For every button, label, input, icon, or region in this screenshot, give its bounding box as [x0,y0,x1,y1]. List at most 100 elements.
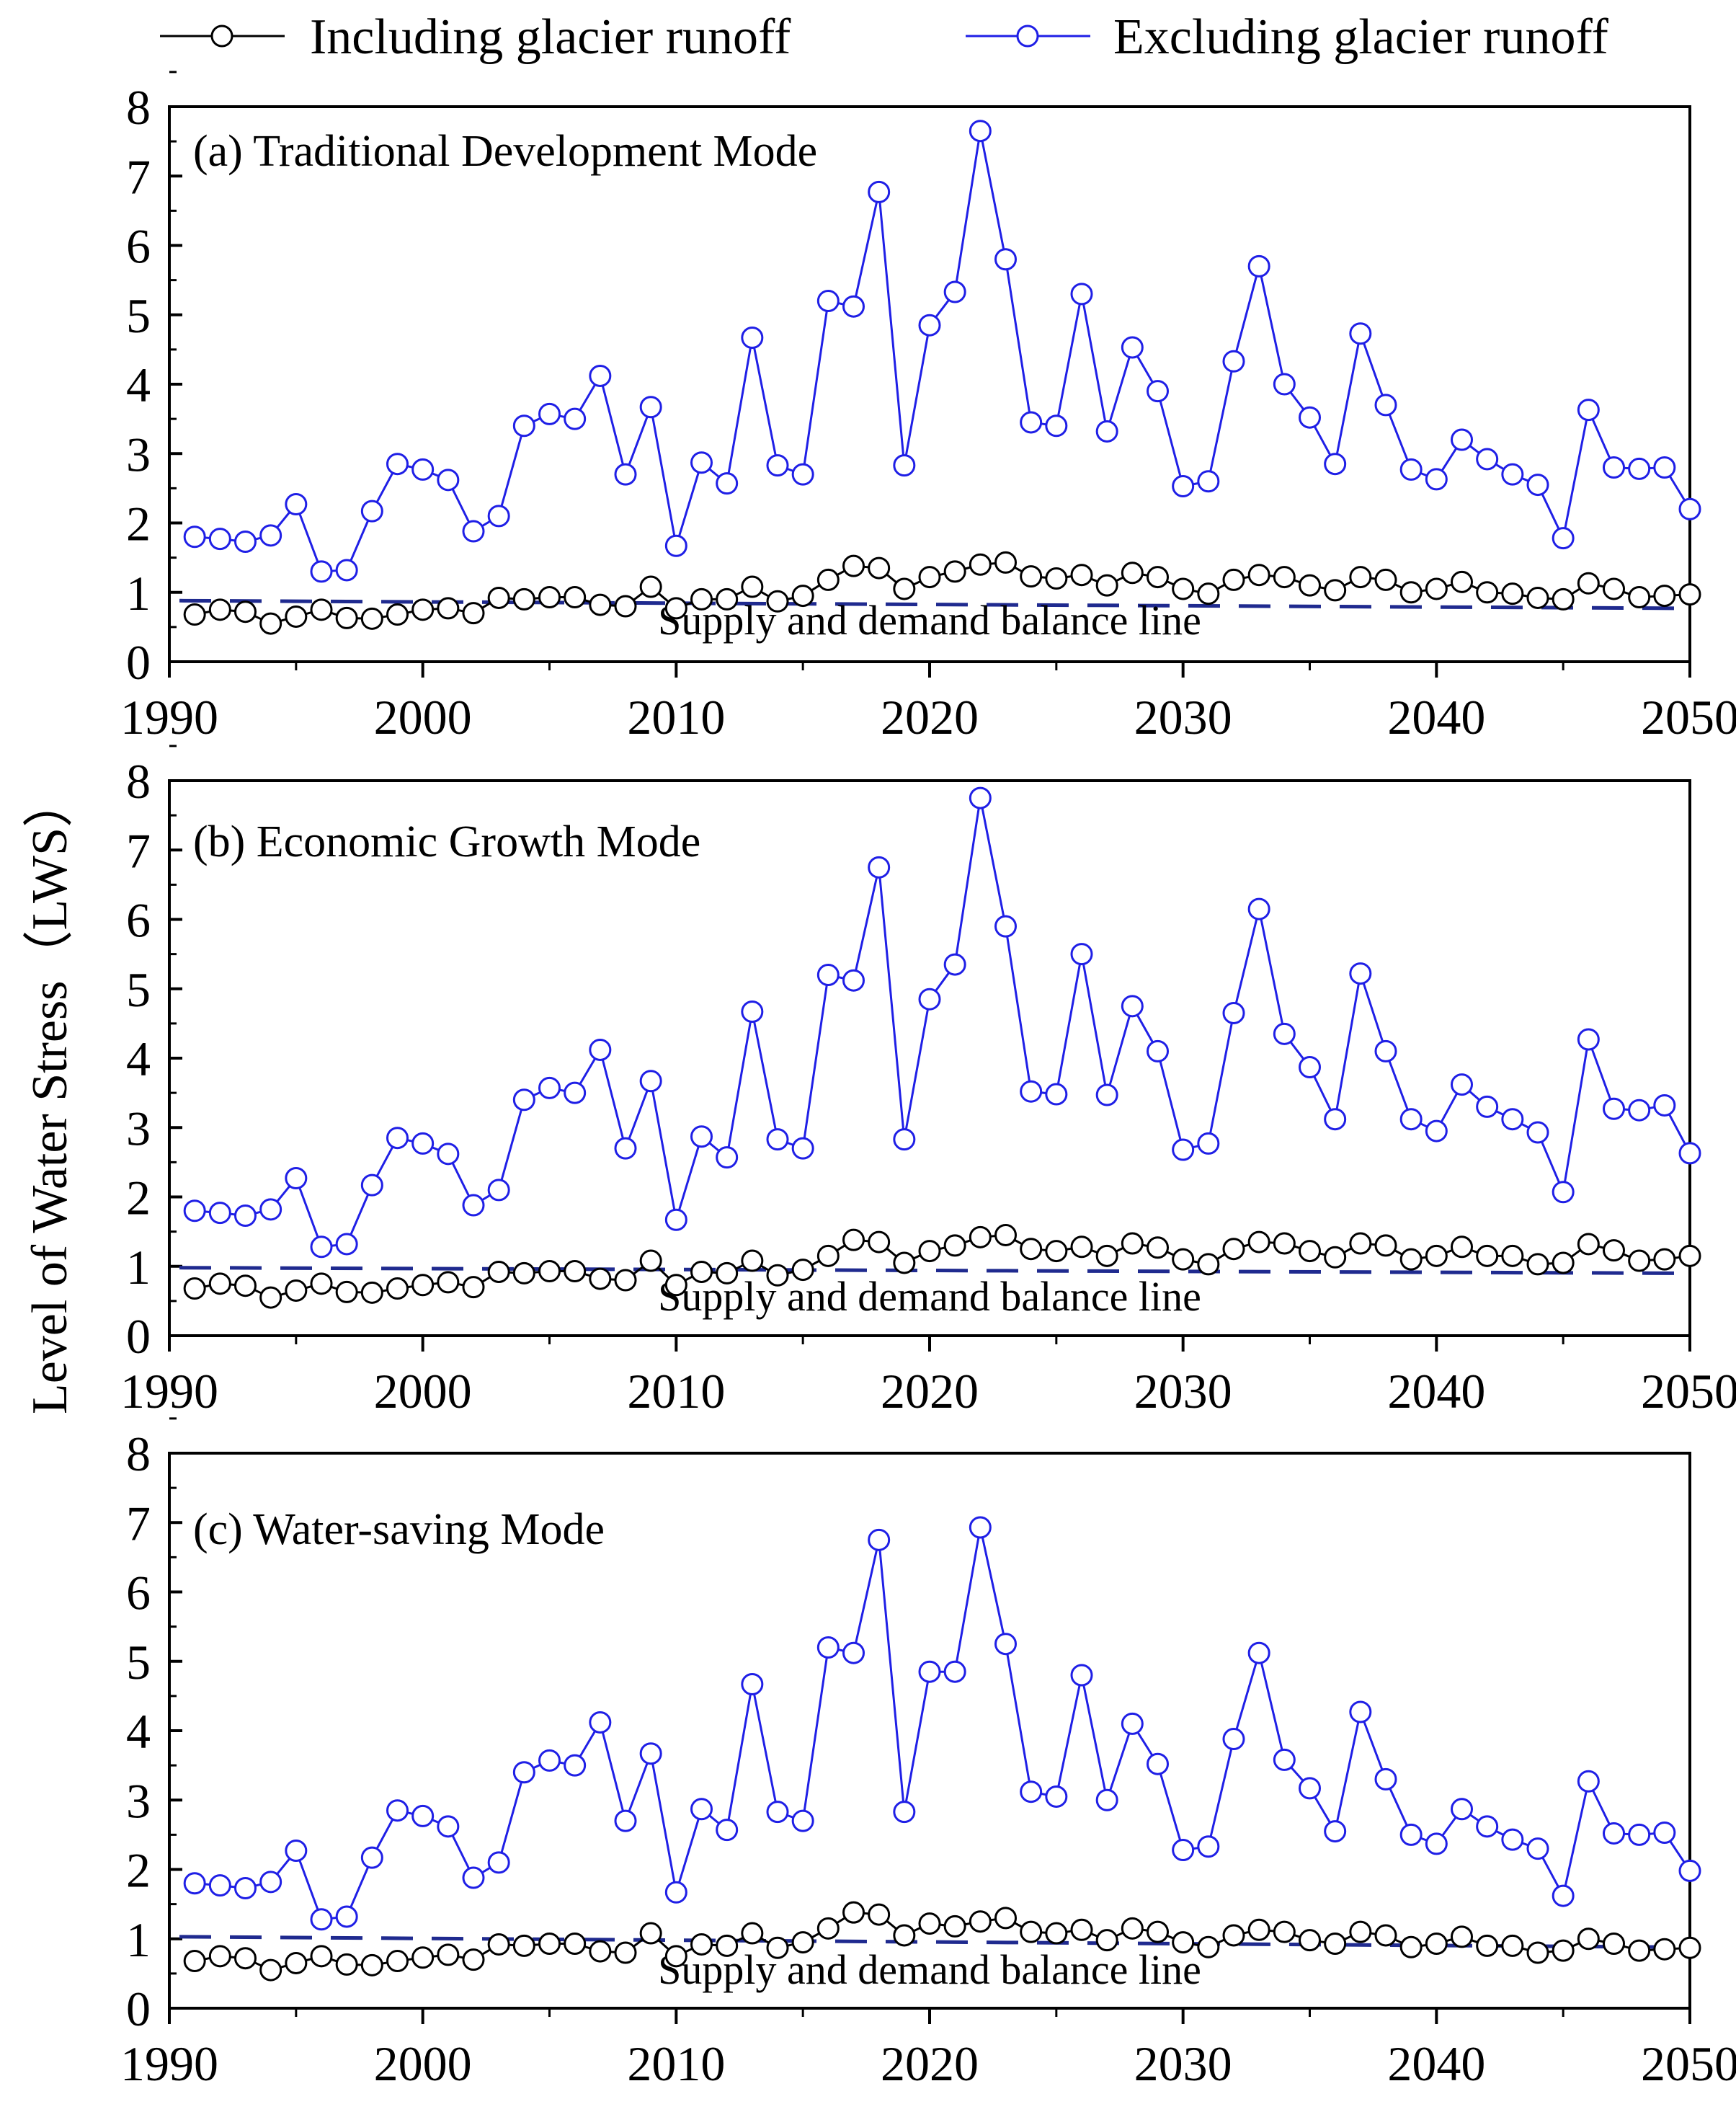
data-point-excluding [538,1749,561,1772]
legend-label-excluding: Excluding glacier runoff [1113,9,1608,65]
x-tick-label: 1990 [120,690,218,745]
data-point-excluding [1628,1823,1651,1846]
data-point-including [969,553,992,576]
data-point-including [1349,1920,1372,1943]
data-point-including [1526,586,1549,609]
data-point-including [868,556,891,580]
data-point-excluding [1501,463,1524,486]
data-point-excluding [1299,406,1321,429]
legend: Including glacier runoff Excluding glaci… [160,9,1608,65]
data-point-excluding [842,1641,865,1664]
data-point-excluding [1045,1083,1068,1106]
data-point-including [1197,1253,1220,1276]
data-point-excluding [1095,420,1118,443]
y-tick-label: 3 [126,1773,151,1828]
data-point-including [259,1958,282,1982]
x-tick-label: 2040 [1387,690,1485,745]
data-point-excluding [1324,453,1347,476]
data-point-excluding [1399,458,1423,481]
data-point-including [411,1946,435,1969]
data-point-excluding [589,1038,612,1061]
data-point-excluding [816,1636,840,1659]
data-point-excluding [1678,1142,1701,1165]
data-point-excluding [1678,1859,1701,1882]
data-point-including [437,1271,460,1294]
data-point-including [1197,1935,1220,1958]
data-point-excluding [664,534,687,557]
panel-title: (a) Traditional Development Mode [193,127,817,176]
data-point-excluding [994,248,1017,271]
data-point-including [259,1286,282,1309]
data-point-including [1020,1920,1043,1943]
data-point-including [918,566,941,589]
x-tick-label: 2000 [374,690,472,745]
data-point-including [462,602,485,625]
data-point-including [918,1912,941,1935]
data-point-including [1324,1246,1347,1269]
data-point-including [487,1933,510,1956]
data-point-including [512,1934,535,1957]
data-point-including [1324,579,1347,602]
data-point-excluding [969,1516,992,1539]
y-tick-label: 0 [126,1309,151,1364]
data-point-excluding [589,1711,612,1734]
data-point-excluding [639,1742,662,1765]
data-point-including [183,603,206,626]
data-point-including [943,1914,966,1938]
data-point-excluding [310,1235,333,1259]
data-point-including [386,1950,409,1973]
data-point-including [690,1260,713,1283]
data-point-including [816,1917,840,1940]
data-point-including [1425,577,1448,600]
data-point-excluding [664,1881,687,1904]
data-point-excluding [766,1128,789,1151]
data-point-including [208,1945,231,1968]
data-point-excluding [1247,254,1270,278]
data-point-excluding [943,1660,966,1683]
data-point-excluding [335,1905,358,1928]
data-point-including [1374,568,1397,591]
data-point-excluding [1577,399,1600,422]
x-tick-label: 2000 [374,1364,472,1419]
data-point-excluding [234,1204,257,1227]
y-tick-label: 6 [126,893,151,948]
data-point-including [918,1240,941,1263]
data-point-excluding [564,1754,587,1777]
data-point-including [1222,1238,1245,1261]
data-point-including [1172,1931,1195,1954]
data-point-excluding [285,1167,308,1190]
data-point-including [1425,1932,1448,1955]
data-point-excluding [1374,1767,1397,1791]
data-point-including [1095,1929,1118,1952]
data-point-excluding [1399,1823,1423,1846]
data-point-excluding [386,453,409,476]
data-point-excluding [259,524,282,547]
data-point-including [386,603,409,626]
data-point-including [285,605,308,628]
data-point-excluding [1476,448,1499,471]
data-point-including [639,1922,662,1945]
data-point-including [969,1910,992,1933]
data-point-including [614,1941,637,1964]
data-point-excluding [741,1673,764,1696]
data-point-including [285,1279,308,1302]
data-point-including [893,1251,916,1274]
data-point-including [310,1945,333,1968]
data-point-excluding [791,1137,814,1160]
data-point-excluding [893,454,916,477]
data-point-excluding [462,1866,485,1889]
data-point-excluding [1552,1884,1575,1907]
data-point-excluding [1476,1815,1499,1838]
data-point-excluding [690,1798,713,1821]
data-point-excluding [1577,1028,1600,1051]
data-point-including [234,1947,257,1970]
data-point-including [564,1259,587,1282]
data-point-excluding [1247,1641,1270,1664]
data-point-excluding [512,1088,535,1112]
series-line-excluding [195,1527,1691,1921]
y-tick-label: 7 [126,1496,151,1550]
data-point-including [1273,1232,1296,1255]
data-point-excluding [1451,1073,1473,1096]
data-point-excluding [234,1876,257,1899]
data-point-excluding [716,472,739,495]
